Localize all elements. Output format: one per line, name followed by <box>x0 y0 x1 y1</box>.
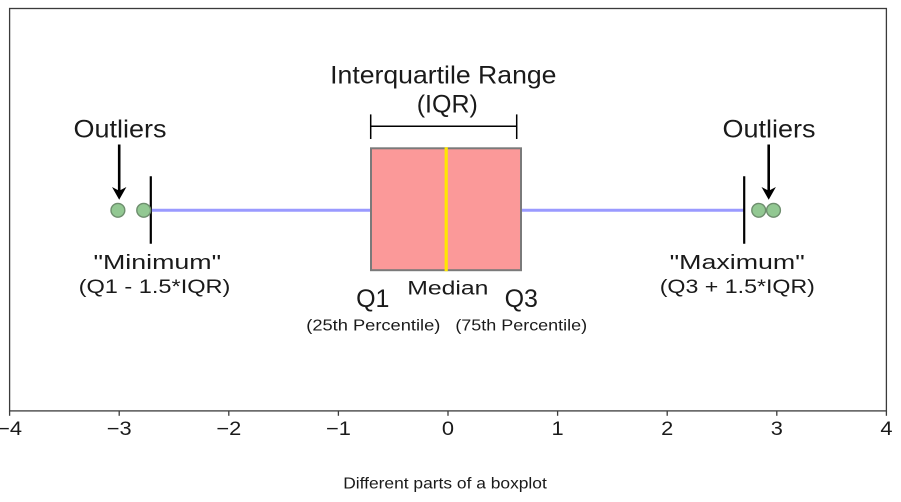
svg-text:(25th Percentile): (25th Percentile) <box>306 317 440 334</box>
svg-text:Different parts of a boxplot: Different parts of a boxplot <box>343 474 547 492</box>
svg-text:(IQR): (IQR) <box>417 90 478 118</box>
svg-text:−3: −3 <box>107 418 132 440</box>
svg-text:(Q3 + 1.5*IQR): (Q3 + 1.5*IQR) <box>660 277 815 298</box>
svg-text:−1: −1 <box>326 418 351 440</box>
svg-text:Q3: Q3 <box>505 285 538 313</box>
svg-text:Q1: Q1 <box>356 285 389 313</box>
svg-text:(Q1 - 1.5*IQR): (Q1 - 1.5*IQR) <box>79 276 231 297</box>
svg-text:(75th Percentile): (75th Percentile) <box>455 317 587 335</box>
svg-text:Median: Median <box>407 277 488 299</box>
svg-text:3: 3 <box>771 418 783 440</box>
svg-text:−2: −2 <box>216 418 241 440</box>
svg-text:−4: −4 <box>0 418 22 440</box>
svg-text:Interquartile Range: Interquartile Range <box>330 62 556 89</box>
svg-text:0: 0 <box>442 418 454 440</box>
svg-text:"Maximum": "Maximum" <box>670 252 805 274</box>
svg-text:Outliers: Outliers <box>74 115 167 144</box>
svg-text:2: 2 <box>661 418 673 440</box>
svg-text:"Minimum": "Minimum" <box>93 252 221 274</box>
svg-text:Outliers: Outliers <box>723 115 816 144</box>
svg-text:4: 4 <box>880 418 892 440</box>
svg-text:1: 1 <box>552 418 564 440</box>
